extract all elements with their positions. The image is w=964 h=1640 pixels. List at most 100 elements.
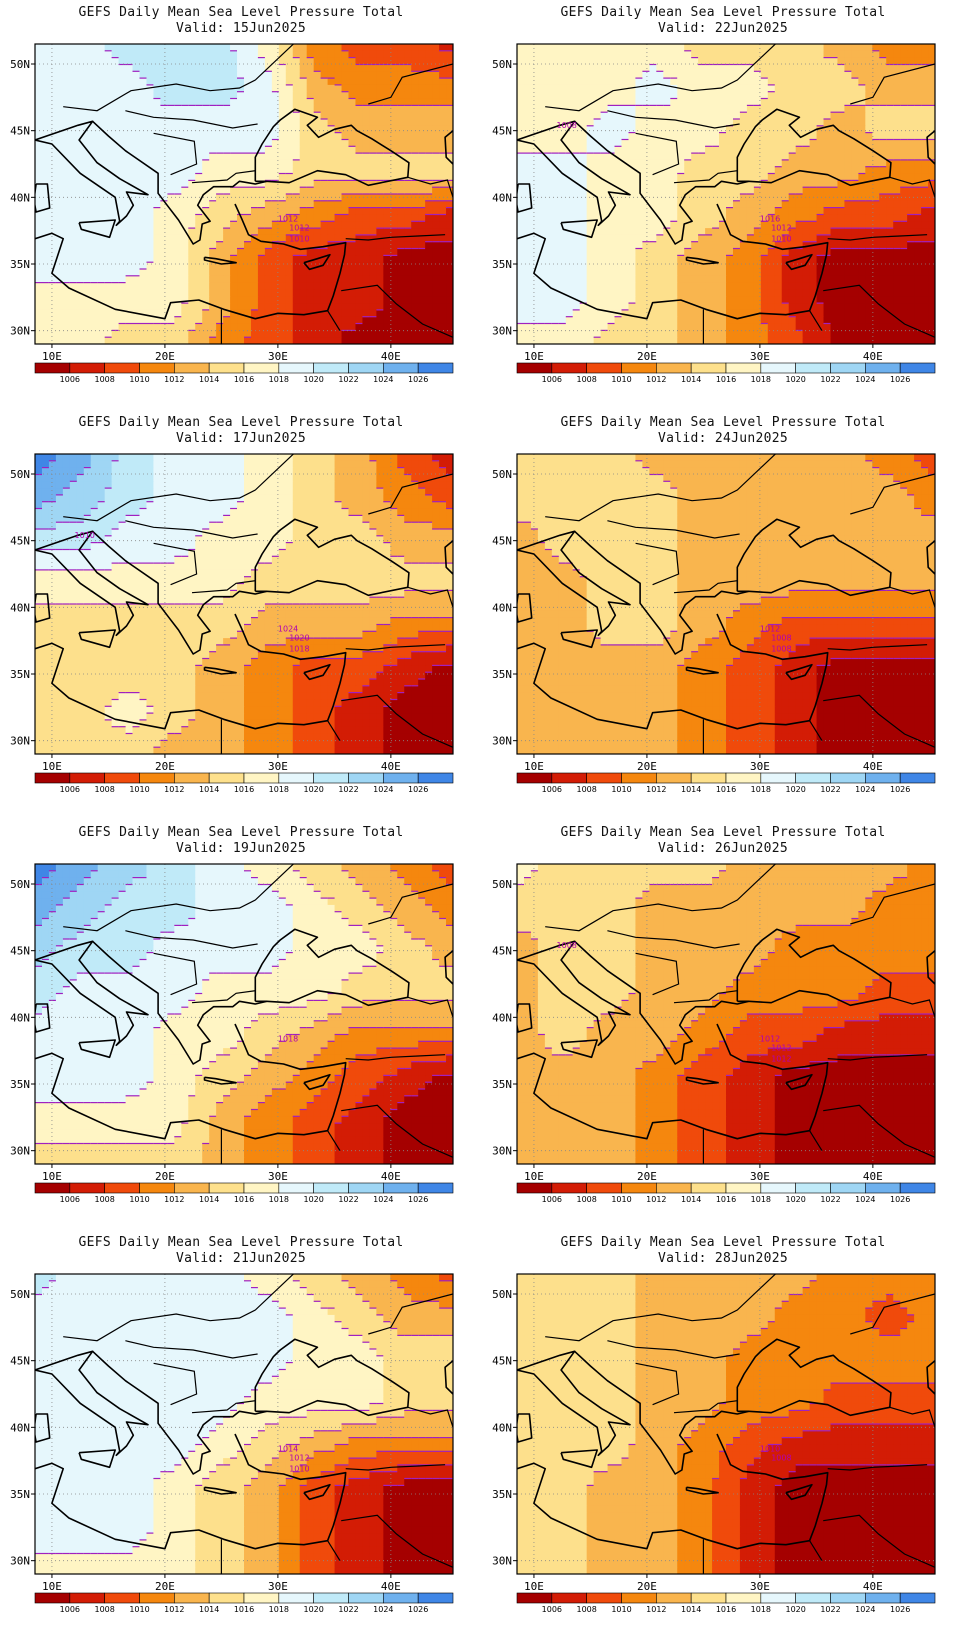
field-cell — [362, 50, 370, 59]
field-cell — [334, 78, 343, 86]
field-cell — [160, 214, 168, 222]
field-cell — [153, 275, 161, 284]
field-cell — [893, 262, 901, 270]
field-cell — [334, 248, 343, 256]
field-cell — [551, 132, 560, 141]
field-cell — [76, 64, 85, 72]
field-cell — [893, 166, 901, 175]
field-cell — [174, 44, 182, 52]
field-cell — [517, 194, 525, 202]
field-cell — [523, 112, 532, 120]
field-cell — [670, 71, 678, 79]
field-cell — [670, 241, 678, 250]
field-cell — [153, 296, 161, 304]
field-cell — [264, 173, 273, 181]
field-cell — [732, 125, 741, 134]
field-cell — [223, 275, 231, 284]
field-cell — [390, 241, 398, 250]
field-cell — [237, 57, 245, 66]
field-cell — [565, 234, 574, 243]
field-cell — [209, 146, 217, 154]
field-cell — [886, 194, 894, 202]
field-cell — [202, 125, 210, 134]
field-cell — [139, 112, 148, 120]
field-cell — [306, 316, 315, 325]
field-cell — [299, 323, 308, 331]
field-cell — [111, 323, 120, 331]
field-cell — [760, 194, 769, 202]
field-cell — [327, 282, 336, 291]
field-cell — [62, 248, 71, 256]
field-cell — [146, 166, 155, 175]
field-cell — [76, 194, 85, 202]
field-cell — [781, 64, 790, 72]
field-cell — [299, 146, 308, 154]
field-cell — [76, 91, 85, 100]
field-cell — [579, 146, 588, 154]
field-cell — [921, 139, 929, 147]
field-cell — [118, 275, 127, 284]
field-cell — [90, 125, 99, 134]
field-cell — [921, 44, 929, 52]
field-cell — [299, 64, 308, 72]
field-cell — [244, 112, 252, 120]
field-cell — [278, 234, 287, 243]
field-cell — [404, 180, 412, 188]
field-cell — [446, 146, 453, 154]
field-cell — [306, 194, 315, 202]
field-cell — [788, 78, 797, 86]
field-cell — [362, 289, 370, 297]
field-cell — [320, 269, 329, 277]
field-cell — [579, 119, 588, 127]
field-cell — [237, 289, 245, 297]
field-cell — [35, 105, 43, 113]
field-cell — [390, 214, 398, 222]
field-cell — [565, 112, 574, 120]
field-cell — [781, 139, 790, 147]
field-cell — [188, 248, 196, 256]
field-cell — [872, 57, 880, 66]
field-cell — [348, 323, 357, 331]
field-cell — [237, 262, 245, 270]
field-cell — [306, 50, 315, 59]
field-cell — [146, 262, 155, 270]
field-cell — [264, 78, 273, 86]
field-cell — [719, 78, 727, 86]
field-cell — [334, 64, 343, 72]
field-cell — [411, 200, 419, 209]
field-cell — [250, 91, 259, 100]
field-cell — [167, 187, 175, 195]
field-cell — [48, 180, 57, 188]
field-cell — [174, 159, 182, 168]
field-cell — [139, 330, 148, 338]
field-cell — [418, 187, 426, 195]
field-cell — [851, 248, 859, 256]
field-cell — [432, 262, 440, 270]
field-cell — [907, 132, 915, 141]
field-cell — [677, 200, 685, 209]
field-cell — [614, 200, 623, 209]
field-cell — [348, 64, 357, 72]
field-cell — [153, 323, 161, 331]
field-cell — [55, 84, 64, 93]
field-cell — [593, 234, 602, 243]
field-cell — [774, 50, 783, 59]
field-cell — [125, 228, 134, 236]
field-cell — [837, 91, 846, 100]
field-cell — [530, 255, 539, 263]
field-cell — [579, 180, 588, 188]
field-cell — [292, 269, 301, 277]
field-cell — [572, 166, 581, 175]
field-cell — [216, 337, 224, 344]
field-cell — [432, 173, 440, 181]
field-cell — [411, 125, 419, 134]
field-cell — [551, 91, 560, 100]
field-cell — [928, 153, 935, 161]
field-cell — [698, 241, 706, 250]
field-cell — [712, 228, 720, 236]
field-cell — [306, 289, 315, 297]
field-cell — [439, 214, 447, 222]
field-cell — [188, 84, 196, 93]
field-cell — [209, 221, 217, 229]
field-cell — [111, 200, 120, 209]
